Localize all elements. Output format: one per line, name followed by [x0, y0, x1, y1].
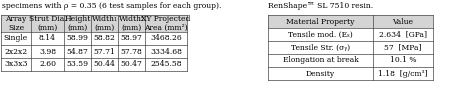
Text: 54.87: 54.87: [66, 48, 89, 55]
Text: Height
(mm): Height (mm): [64, 15, 91, 32]
Bar: [268, 67, 433, 80]
Bar: [268, 54, 433, 67]
Text: 2x2x2: 2x2x2: [4, 48, 27, 55]
Text: Material Property: Material Property: [286, 17, 355, 25]
Text: 8.14: 8.14: [39, 34, 56, 42]
Text: Value: Value: [392, 17, 413, 25]
Text: 57.78: 57.78: [120, 48, 143, 55]
Text: 3468.26: 3468.26: [150, 34, 182, 42]
Text: XY Projected
Area (mm²): XY Projected Area (mm²): [141, 15, 191, 32]
Bar: [268, 15, 433, 28]
Bar: [1, 45, 187, 58]
Text: 50.44: 50.44: [93, 61, 116, 68]
Text: Strut Dia.
(mm): Strut Dia. (mm): [29, 15, 66, 32]
Text: 57  [MPa]: 57 [MPa]: [384, 44, 422, 51]
Bar: [1, 58, 187, 71]
Text: RenShape™ SL 7510 resin.: RenShape™ SL 7510 resin.: [268, 2, 373, 10]
Bar: [268, 28, 433, 41]
Bar: [1, 32, 187, 45]
Text: 58.82: 58.82: [93, 34, 116, 42]
Text: 1.18  [g/cm³]: 1.18 [g/cm³]: [378, 70, 428, 78]
Text: Array
Size: Array Size: [5, 15, 27, 32]
Text: 53.59: 53.59: [66, 61, 89, 68]
Text: Width₁
(mm): Width₁ (mm): [91, 15, 118, 32]
Text: 10.1 %: 10.1 %: [390, 57, 416, 65]
Text: 2.60: 2.60: [39, 61, 56, 68]
Text: 3x3x3: 3x3x3: [4, 61, 28, 68]
Text: 57.71: 57.71: [93, 48, 116, 55]
Text: Elongation at break: Elongation at break: [283, 57, 358, 65]
Text: specimens with ρ = 0.35 (6 test samples for each group).: specimens with ρ = 0.35 (6 test samples …: [2, 2, 221, 10]
Text: Tensile Str. (σᵧ): Tensile Str. (σᵧ): [291, 44, 350, 51]
Text: 3.98: 3.98: [39, 48, 56, 55]
Text: 50.47: 50.47: [120, 61, 143, 68]
Text: 58.99: 58.99: [66, 34, 89, 42]
Text: 3334.68: 3334.68: [150, 48, 182, 55]
Text: Tensile mod. (Eₛ): Tensile mod. (Eₛ): [288, 30, 353, 38]
Bar: [1, 15, 187, 32]
Text: 58.97: 58.97: [120, 34, 143, 42]
Text: Density: Density: [306, 70, 335, 78]
Bar: [268, 41, 433, 54]
Text: Width₂
(mm): Width₂ (mm): [118, 15, 145, 32]
Text: 2545.58: 2545.58: [150, 61, 182, 68]
Text: Single: Single: [4, 34, 28, 42]
Text: 2.634  [GPa]: 2.634 [GPa]: [379, 30, 427, 38]
